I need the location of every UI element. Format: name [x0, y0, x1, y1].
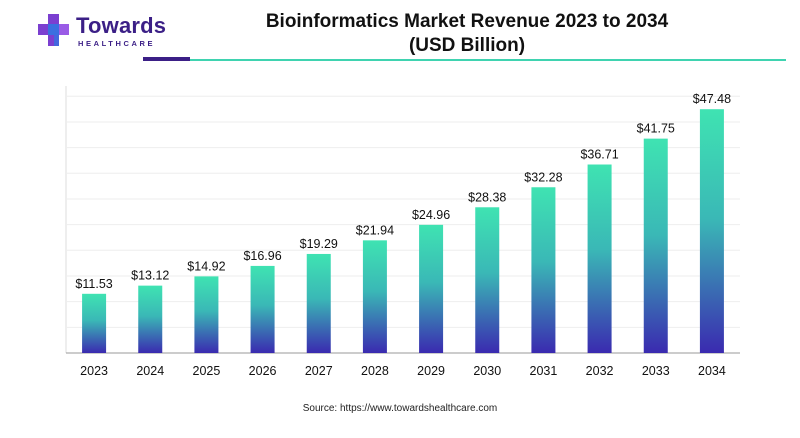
header-rule [190, 59, 786, 61]
bar-2033 [643, 138, 668, 353]
brand-subtitle: HEALTHCARE [78, 39, 156, 48]
x-tick-label-2024: 2024 [136, 364, 164, 378]
data-label-2023: $11.53 [75, 277, 112, 291]
bar-2027 [306, 253, 331, 353]
bar-2025 [194, 276, 219, 353]
data-label-2029: $24.96 [412, 208, 450, 222]
towards-healthcare-logo: Towards HEALTHCARE [36, 12, 186, 52]
bar-2023 [82, 293, 107, 353]
header-rule-accent [143, 57, 190, 61]
x-tick-label-2031: 2031 [530, 364, 558, 378]
bar-2032 [587, 164, 612, 353]
data-label-2031: $32.28 [524, 170, 562, 184]
x-tick-label-2026: 2026 [249, 364, 277, 378]
data-label-2028: $21.94 [356, 223, 394, 237]
source-note: Source: https://www.towardshealthcare.co… [302, 403, 498, 414]
data-label-2024: $13.12 [131, 269, 169, 283]
x-tick-label-2034: 2034 [698, 364, 726, 378]
bar-2034 [699, 109, 724, 353]
data-label-2025: $14.92 [187, 259, 225, 273]
data-label-2032: $36.71 [580, 148, 618, 162]
chart-title-line-2: (USD Billion) [408, 35, 526, 56]
data-label-2026: $16.96 [243, 249, 281, 263]
bar-2029 [419, 224, 444, 353]
chart-title: Bioinformatics Market Revenue 2023 to 20… [200, 10, 734, 58]
data-label-2033: $41.75 [637, 122, 675, 136]
chart-title-line-1: Bioinformatics Market Revenue 2023 to 20… [265, 11, 669, 32]
bar-2028 [362, 240, 387, 353]
x-tick-label-2028: 2028 [361, 364, 389, 378]
bar-2030 [475, 207, 500, 353]
revenue-bar-chart: $11.53 $13.12 $14.92 $16.96 $19.29 $21.94 $24.… [65, 86, 740, 378]
x-tick-label-2029: 2029 [417, 364, 445, 378]
bar-2031 [531, 187, 556, 353]
x-tick-label-2027: 2027 [305, 364, 333, 378]
bar-2026 [250, 265, 275, 353]
x-tick-label-2023: 2023 [80, 364, 108, 378]
x-tick-label-2033: 2033 [642, 364, 670, 378]
brand-name: Towards [76, 13, 167, 38]
data-label-2034: $47.48 [693, 92, 731, 106]
data-label-2027: $19.29 [300, 237, 338, 251]
medical-cross-icon [38, 14, 69, 46]
x-tick-label-2030: 2030 [473, 364, 501, 378]
bar-2024 [138, 285, 163, 353]
data-label-2030: $28.38 [468, 190, 506, 204]
x-tick-label-2032: 2032 [586, 364, 614, 378]
x-tick-label-2025: 2025 [193, 364, 221, 378]
